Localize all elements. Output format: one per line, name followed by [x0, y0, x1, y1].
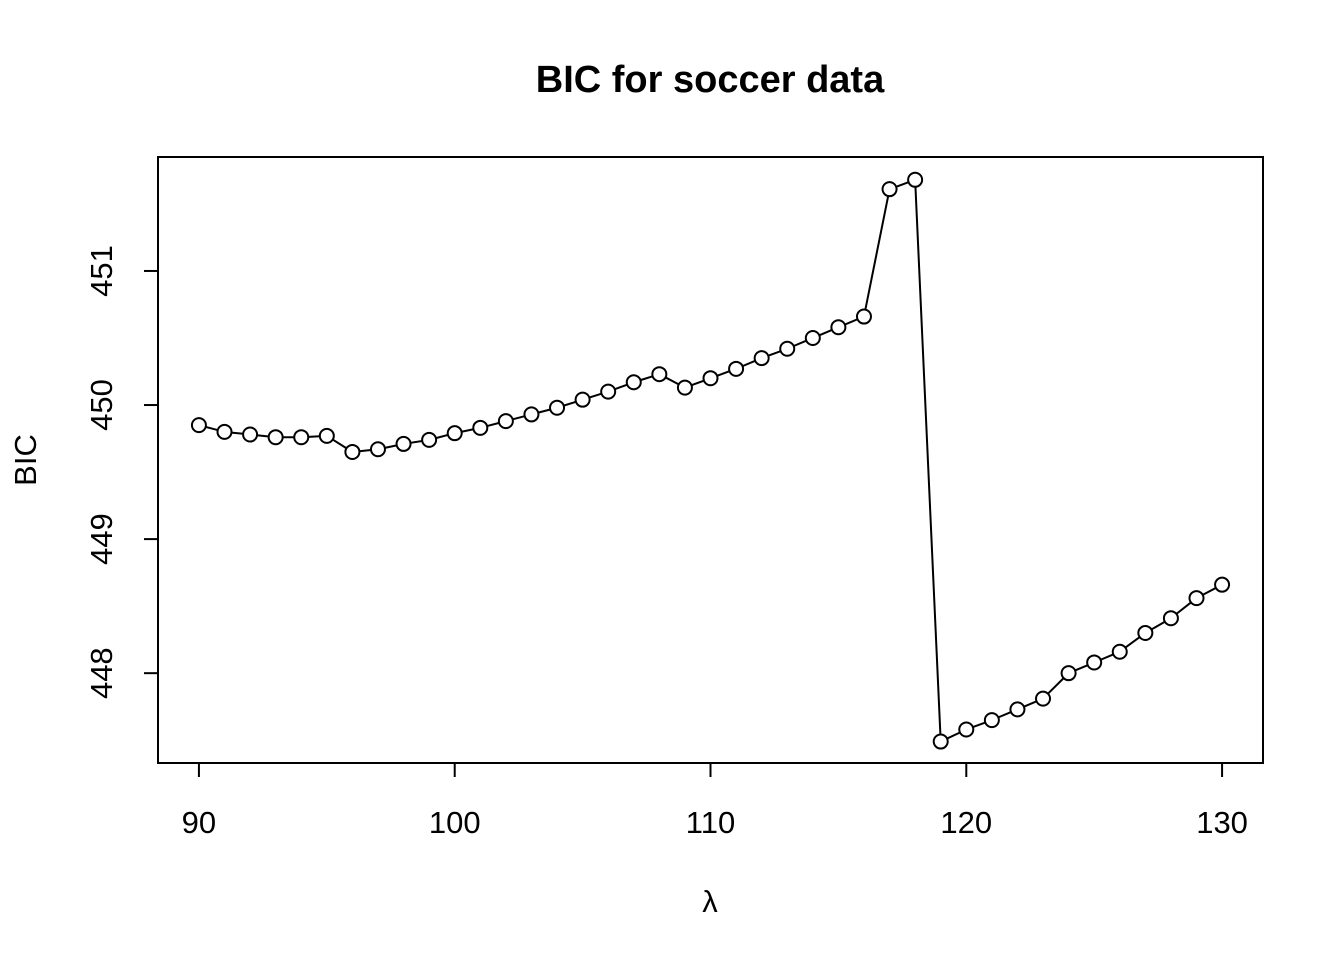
series-layer	[190, 171, 1231, 750]
x-tick-label: 120	[940, 805, 992, 840]
data-point	[958, 721, 975, 738]
y-tick-label: 451	[84, 245, 119, 297]
data-point	[830, 319, 847, 336]
data-point	[497, 413, 514, 430]
data-point	[983, 712, 1000, 729]
data-point	[728, 360, 745, 377]
data-point	[216, 423, 233, 440]
data-point	[395, 435, 412, 452]
data-point	[1188, 590, 1205, 607]
plot-frame	[157, 156, 1264, 764]
data-point	[549, 399, 566, 416]
data-point	[523, 406, 540, 423]
data-point	[779, 340, 796, 357]
data-point	[1214, 576, 1231, 593]
x-tick-label: 110	[686, 805, 735, 840]
data-point	[421, 431, 438, 448]
data-point	[651, 366, 668, 383]
data-point	[267, 429, 284, 446]
data-point	[1060, 665, 1077, 682]
x-axis-label: λ	[702, 884, 718, 919]
data-point	[1111, 643, 1128, 660]
x-tick-label: 100	[429, 805, 481, 840]
y-tick-label: 449	[84, 513, 119, 565]
data-point	[1086, 654, 1103, 671]
x-axis: 90 100 110 120 130	[182, 762, 1248, 840]
data-point	[1137, 624, 1154, 641]
series-line	[205, 181, 1217, 740]
data-point	[446, 425, 463, 442]
data-point	[855, 308, 872, 325]
data-point	[369, 441, 386, 458]
data-point	[600, 383, 617, 400]
x-tick-label: 90	[182, 805, 216, 840]
y-tick-label: 450	[84, 379, 119, 431]
data-point	[574, 391, 591, 408]
y-axis-label: BIC	[8, 434, 43, 486]
data-point	[293, 429, 310, 446]
data-point	[1162, 610, 1179, 627]
data-point	[1009, 701, 1026, 718]
data-point	[190, 417, 207, 434]
data-point	[242, 426, 259, 443]
data-point	[676, 379, 693, 396]
y-axis: 448 449 450 451	[84, 245, 159, 699]
data-point	[804, 329, 821, 346]
data-point	[344, 443, 361, 460]
data-point	[907, 171, 924, 188]
data-point	[881, 181, 898, 198]
data-point	[702, 370, 719, 387]
data-point	[472, 419, 489, 436]
data-point	[1035, 690, 1052, 707]
data-point	[932, 733, 949, 750]
x-tick-label: 130	[1196, 805, 1248, 840]
data-point	[318, 427, 335, 444]
y-tick-label: 448	[84, 647, 119, 699]
data-point	[625, 374, 642, 391]
data-point	[753, 350, 770, 367]
chart-title: BIC for soccer data	[536, 59, 885, 101]
